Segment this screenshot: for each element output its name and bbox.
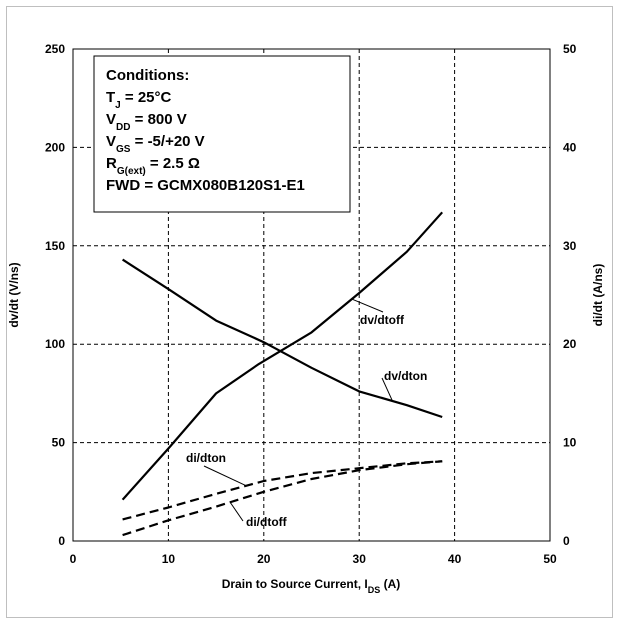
y-right-tick-label: 20 [563, 337, 577, 351]
y-left-tick-label: 0 [58, 534, 65, 548]
y-right-tick-labels: 0 10 20 30 40 50 [563, 42, 577, 548]
x-tick-label: 30 [353, 552, 367, 566]
label-leaders [203, 298, 394, 522]
leader-line [381, 377, 394, 402]
series-dv-dtoff [121, 211, 444, 501]
curve-label: dv/dton [384, 369, 427, 383]
leader-line [203, 465, 247, 487]
y-left-tick-label: 100 [45, 337, 65, 351]
curve-labels: dv/dtoff dv/dton di/dton di/dtoff [186, 313, 427, 529]
y-right-tick-label: 50 [563, 42, 577, 56]
y-left-tick-label: 150 [45, 239, 65, 253]
x-tick-label: 20 [257, 552, 271, 566]
condition-line: TJ = 25°C [106, 89, 172, 111]
chart-frame [6, 6, 613, 618]
condition-line: VDD = 800 V [106, 111, 187, 133]
x-tick-label: 10 [162, 552, 176, 566]
plot-border [72, 48, 551, 542]
condition-line: VGS = -5/+20 V [106, 133, 205, 155]
series-group [121, 211, 444, 537]
conditions-box [93, 55, 351, 213]
x-tick-label: 0 [70, 552, 77, 566]
y-left-tick-label: 200 [45, 140, 65, 154]
y-right-tick-label: 30 [563, 239, 577, 253]
condition-line: FWD = GCMX080B120S1-E1 [106, 177, 305, 194]
x-tick-labels: 0 10 20 30 40 50 [70, 552, 557, 566]
series-di-dtoff [122, 460, 443, 537]
curve-label: di/dtoff [246, 515, 288, 529]
y-right-tick-label: 40 [563, 140, 577, 154]
y-right-tick-label: 0 [563, 534, 570, 548]
series-dv-dton [122, 258, 443, 419]
conditions-title: Conditions: [106, 67, 189, 84]
x-tick-label: 50 [543, 552, 557, 566]
y-left-tick-label: 50 [52, 436, 66, 450]
y-left-tick-label: 250 [45, 42, 65, 56]
curve-label: dv/dtoff [360, 313, 405, 327]
x-tick-label: 40 [448, 552, 462, 566]
leader-line [229, 502, 244, 522]
y-right-tick-label: 10 [563, 436, 577, 450]
condition-line: RG(ext) = 2.5 Ω [106, 155, 200, 177]
series-di-dton [122, 460, 443, 521]
y-left-tick-labels: 0 50 100 150 200 250 [45, 42, 65, 548]
curve-label: di/dton [186, 451, 226, 465]
leader-line [351, 298, 384, 313]
x-axis-title: Drain to Source Current, IDS (A) [222, 577, 401, 595]
y-left-axis-title: dv/dt (V/ns) [7, 262, 21, 327]
y-right-axis-title: di/dt (A/ns) [591, 264, 605, 327]
